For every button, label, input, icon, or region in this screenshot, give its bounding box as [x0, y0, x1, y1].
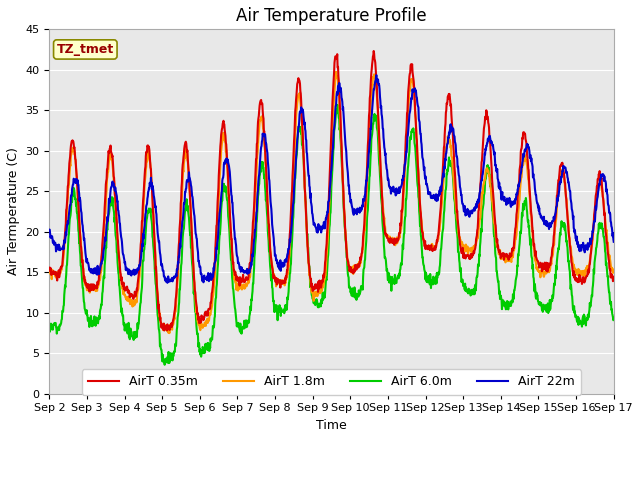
AirT 1.8m: [543, 269, 551, 275]
AirT 22m: [164, 280, 172, 286]
AirT 1.8m: [610, 269, 618, 275]
AirT 6.0m: [543, 305, 551, 311]
AirT 1.8m: [45, 268, 53, 274]
AirT 0.35m: [420, 239, 428, 244]
AirT 22m: [543, 220, 551, 226]
Line: AirT 6.0m: AirT 6.0m: [49, 105, 614, 365]
AirT 0.35m: [157, 320, 165, 326]
AirT 0.35m: [172, 303, 179, 309]
AirT 6.0m: [420, 263, 428, 268]
AirT 6.0m: [494, 276, 502, 282]
AirT 6.0m: [45, 324, 53, 329]
AirT 0.35m: [370, 48, 378, 54]
Legend: AirT 0.35m, AirT 1.8m, AirT 6.0m, AirT 22m: AirT 0.35m, AirT 1.8m, AirT 6.0m, AirT 2…: [82, 369, 582, 395]
AirT 22m: [172, 274, 179, 280]
AirT 22m: [157, 261, 165, 267]
AirT 0.35m: [494, 244, 502, 250]
Line: AirT 22m: AirT 22m: [49, 75, 614, 283]
AirT 22m: [45, 227, 53, 232]
AirT 22m: [610, 239, 618, 245]
AirT 22m: [420, 167, 428, 173]
AirT 1.8m: [494, 242, 502, 248]
AirT 6.0m: [334, 102, 342, 108]
Y-axis label: Air Termperature (C): Air Termperature (C): [7, 147, 20, 276]
AirT 0.35m: [543, 269, 551, 275]
AirT 0.35m: [234, 279, 242, 285]
AirT 1.8m: [234, 285, 242, 291]
AirT 0.35m: [45, 265, 53, 271]
AirT 6.0m: [161, 362, 168, 368]
Line: AirT 0.35m: AirT 0.35m: [49, 51, 614, 330]
AirT 1.8m: [420, 237, 428, 242]
AirT 6.0m: [610, 315, 618, 321]
AirT 6.0m: [157, 347, 165, 352]
AirT 22m: [494, 176, 502, 181]
AirT 1.8m: [332, 69, 340, 75]
AirT 1.8m: [172, 309, 179, 314]
X-axis label: Time: Time: [316, 419, 347, 432]
AirT 0.35m: [161, 327, 168, 333]
AirT 1.8m: [166, 330, 173, 336]
AirT 1.8m: [157, 320, 165, 326]
Line: AirT 1.8m: AirT 1.8m: [49, 72, 614, 333]
Title: Air Temperature Profile: Air Temperature Profile: [236, 7, 427, 25]
Text: TZ_tmet: TZ_tmet: [57, 43, 114, 56]
AirT 0.35m: [610, 274, 618, 280]
AirT 6.0m: [172, 341, 179, 347]
AirT 22m: [234, 259, 242, 265]
AirT 22m: [372, 72, 380, 78]
AirT 6.0m: [234, 320, 242, 326]
